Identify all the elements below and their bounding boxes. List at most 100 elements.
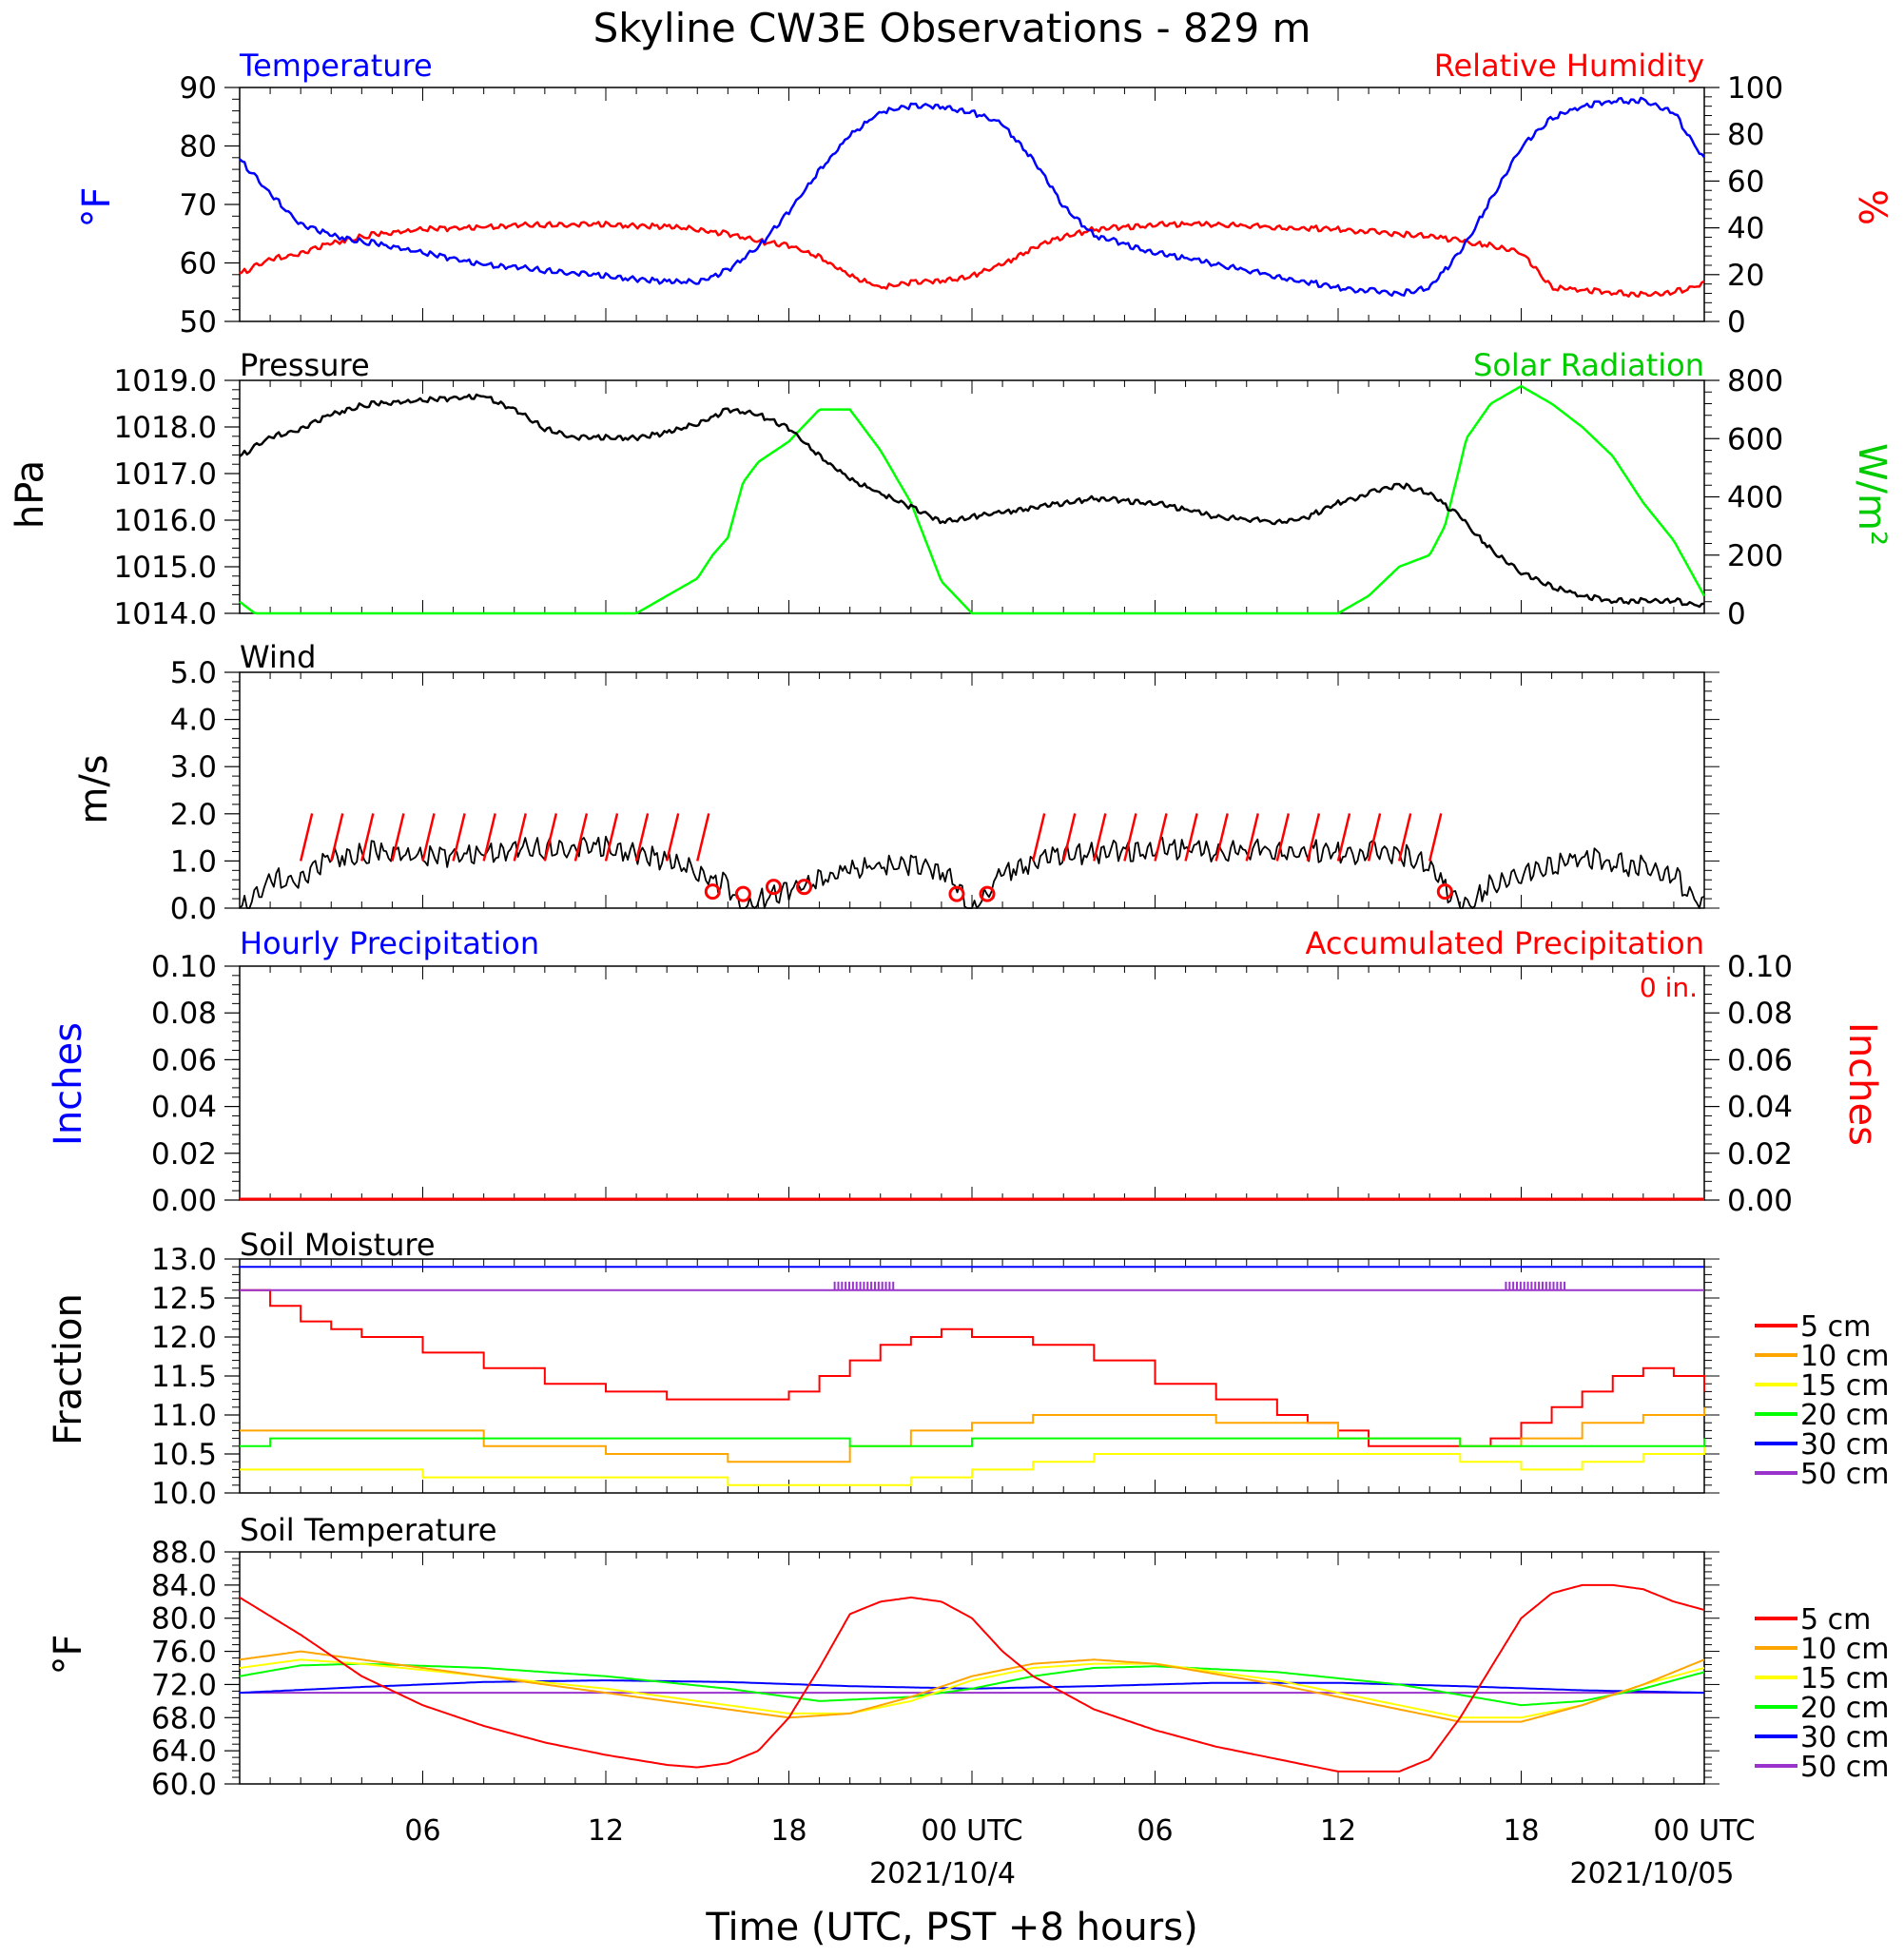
date-label-2: 2021/10/05 <box>1570 1857 1735 1890</box>
soil-temperature-title: Soil Temperature <box>240 1512 497 1548</box>
wind-barb <box>330 813 344 862</box>
solar-title: Solar Radiation <box>1473 347 1704 383</box>
wind-barb <box>1184 813 1198 862</box>
legend-label: 50 cm <box>1800 1458 1889 1491</box>
y-tick-label: 84.0 <box>151 1569 217 1603</box>
wind-barb <box>421 813 436 862</box>
y-tick-label: 0.10 <box>1727 950 1793 984</box>
calm-wind-marker <box>704 883 721 901</box>
y-tick-label: 12.5 <box>151 1282 217 1316</box>
y-tick-label: 0.06 <box>151 1043 217 1077</box>
time-tick-label: 00 UTC <box>921 1814 1022 1848</box>
wind-barb <box>634 813 650 862</box>
precipitation-panel: Hourly Precipitation Accumulated Precipi… <box>47 925 1884 1218</box>
y-tick-label: 0.02 <box>1727 1137 1793 1172</box>
hourly-precip-title: Hourly Precipitation <box>240 925 539 961</box>
panel-frame <box>239 87 1705 322</box>
y-tick-label: 68.0 <box>151 1701 217 1735</box>
calm-wind-marker <box>734 885 751 902</box>
y-tick-label: 600 <box>1727 422 1783 456</box>
soil-temp-30cm-series <box>239 1679 1704 1695</box>
panel-frame <box>239 965 1705 1201</box>
panel-frame <box>239 379 1705 614</box>
y-tick-label: 80 <box>1727 118 1764 152</box>
time-tick-label: 12 <box>1320 1814 1356 1848</box>
hourly-precip-axis-label: Inches <box>47 1022 90 1146</box>
y-tick-label: 1018.0 <box>114 411 217 445</box>
calm-wind-marker <box>1436 883 1453 901</box>
wind-barb <box>1245 813 1259 862</box>
y-tick-label: 0 <box>1727 597 1746 631</box>
calm-wind-marker <box>796 879 813 896</box>
y-tick-label: 11.5 <box>151 1360 217 1394</box>
soil-moisture-panel: Soil Moisture Fraction 13.0 12.5 12.0 11.5 1… <box>47 1227 1889 1511</box>
wind-barb <box>1397 813 1412 862</box>
legend-label: 15 cm <box>1800 1662 1889 1695</box>
temperature-axis-label: °F <box>75 186 119 227</box>
legend-label: 20 cm <box>1800 1692 1889 1725</box>
y-tick-label: 800 <box>1727 364 1783 398</box>
temperature-title: Temperature <box>239 48 433 84</box>
y-tick-label: 1015.0 <box>114 551 217 585</box>
calm-wind-marker <box>765 879 782 896</box>
y-tick-label: 0.06 <box>1727 1043 1793 1077</box>
y-tick-label: 60 <box>1727 165 1764 199</box>
wind-barb <box>696 813 710 862</box>
time-tick-label: 18 <box>1503 1814 1539 1848</box>
y-tick-label: 1.0 <box>170 844 217 879</box>
soil-temp-5cm-series <box>239 1583 1705 1773</box>
pressure-title: Pressure <box>240 347 370 383</box>
pressure-axis-label: hPa <box>9 460 52 529</box>
time-tick-label: 18 <box>770 1814 806 1848</box>
y-tick-label: 0.08 <box>151 997 217 1031</box>
humidity-series <box>239 221 1705 299</box>
y-tick-label: 60 <box>180 247 217 281</box>
y-tick-label: 40 <box>1727 212 1764 246</box>
wind-barb <box>1275 813 1291 862</box>
wind-barb <box>452 813 466 862</box>
time-tick-label: 00 UTC <box>1653 1814 1755 1848</box>
soil-temperature-axis-label: °F <box>47 1634 90 1675</box>
soil-moisture-title: Soil Moisture <box>240 1227 436 1263</box>
legend-label: 50 cm <box>1800 1751 1889 1784</box>
y-tick-label: 10.0 <box>151 1477 217 1511</box>
precip-total-label: 0 in. <box>1640 972 1698 1003</box>
y-tick-label: 70 <box>180 188 217 223</box>
y-tick-label: 100 <box>1727 71 1783 106</box>
y-tick-label: 5.0 <box>170 656 217 690</box>
legend-label: 15 cm <box>1800 1369 1889 1403</box>
time-tick-label: 06 <box>1137 1814 1173 1848</box>
y-tick-label: 1016.0 <box>114 504 217 538</box>
legend-label: 30 cm <box>1800 1721 1889 1754</box>
solar-series <box>239 384 1706 615</box>
y-tick-label: 0.0 <box>170 892 217 926</box>
pressure-solar-panel: Pressure Solar Radiation hPa W/m² 1019.0… <box>9 347 1894 631</box>
soil-temp-20cm-series <box>239 1662 1705 1707</box>
y-tick-label: 76.0 <box>151 1636 217 1670</box>
y-tick-label: 200 <box>1727 539 1783 573</box>
y-tick-label: 50 <box>180 305 217 339</box>
y-tick-label: 88.0 <box>151 1536 217 1570</box>
y-tick-label: 0.02 <box>151 1137 217 1172</box>
wind-barb <box>604 813 619 862</box>
time-axis-label: Time (UTC, PST +8 hours) <box>705 1906 1197 1949</box>
accum-precip-title: Accumulated Precipitation <box>1306 925 1704 961</box>
time-axis: 2021/10/4 2021/10/05 Time (UTC, PST +8 h… <box>404 1814 1755 1949</box>
y-tick-label: 0 <box>1727 305 1746 339</box>
y-tick-label: 12.0 <box>151 1321 217 1355</box>
wind-barb <box>573 813 589 862</box>
soil-moisture-5cm-series <box>240 1289 1705 1447</box>
y-tick-label: 0.00 <box>151 1184 217 1218</box>
wind-barb <box>482 813 496 862</box>
y-tick-label: 0.08 <box>1727 997 1793 1031</box>
wind-series <box>239 835 1705 909</box>
humidity-axis-label: % <box>1850 189 1894 225</box>
y-tick-label: 0.04 <box>1727 1091 1793 1125</box>
wind-barb <box>1367 813 1382 862</box>
y-tick-label: 60.0 <box>151 1768 217 1802</box>
legend-label: 10 cm <box>1800 1633 1889 1666</box>
accum-precip-axis-label: Inches <box>1840 1022 1884 1146</box>
panel-frame <box>239 1258 1705 1494</box>
chart-title: Skyline CW3E Observations - 829 m <box>593 5 1311 51</box>
